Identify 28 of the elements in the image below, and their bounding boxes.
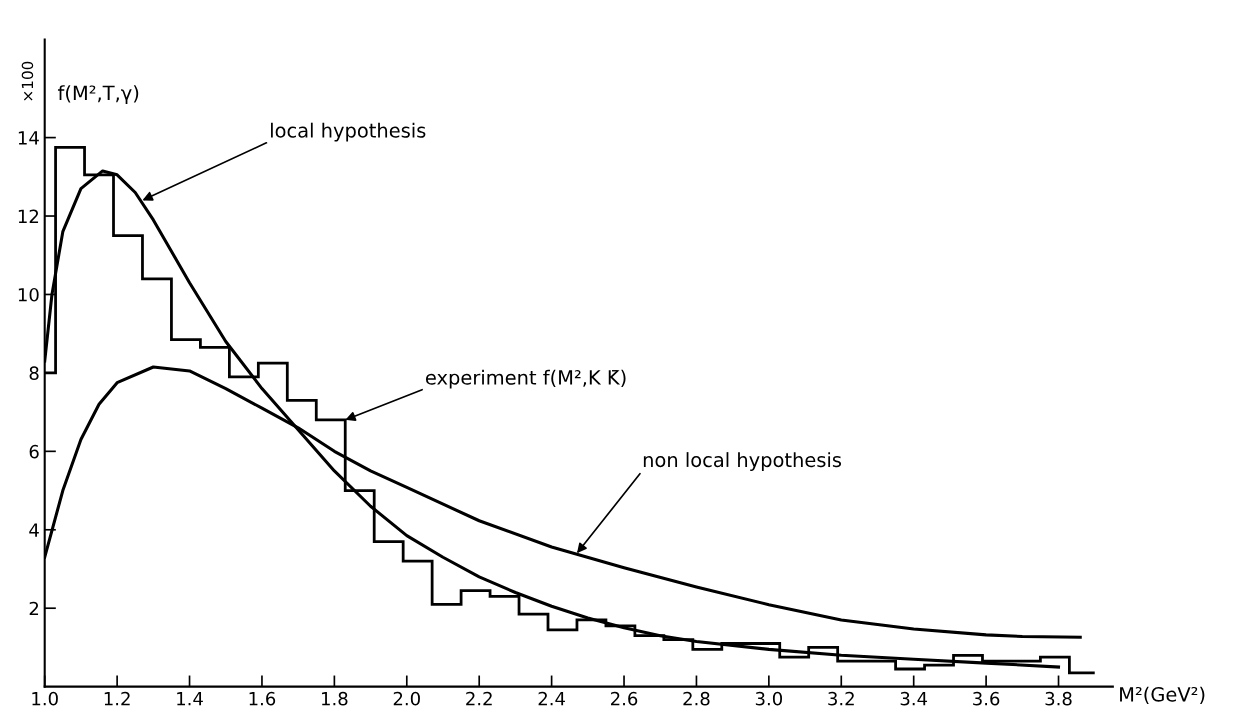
y-axis-title: f(M²,T,γ) — [57, 85, 139, 104]
annotation: experiment f(M²,K K̄) — [425, 369, 626, 389]
x-tick-label: 1.6 — [249, 691, 276, 706]
y-tick-label: 8 — [29, 366, 39, 381]
y-tick-label: 10 — [18, 287, 39, 302]
x-tick-label: 3.6 — [973, 691, 1000, 706]
annotation: local hypothesis — [271, 122, 426, 142]
x-tick-label: 3.2 — [828, 691, 854, 706]
x-tick-label: 1.8 — [322, 691, 348, 706]
x-tick-label: 2.8 — [683, 691, 710, 706]
x-tick-label: 3.4 — [900, 691, 928, 706]
x-tick-label: 2.4 — [538, 691, 565, 706]
x-tick-label: 2.6 — [611, 691, 638, 706]
x-tick-label: 1.4 — [177, 692, 203, 706]
x-tick-label: 3.0 — [755, 691, 783, 706]
x-axis-title: M²(GeV²) — [1120, 686, 1205, 704]
y-tick-label: 14 — [18, 131, 39, 145]
x-tick-label: 2.0 — [393, 691, 420, 706]
annotation: non local hypothesis — [643, 452, 842, 471]
y-tick-label: 6 — [29, 444, 39, 459]
x-tick-label: 1.2 — [104, 691, 130, 706]
x-tick-label: 1.0 — [32, 691, 58, 706]
x-tick-label: 2.2 — [466, 691, 492, 706]
y-tick-label: 2 — [29, 601, 39, 616]
x-tick-label: 3.8 — [1045, 691, 1072, 706]
y-tick-label: 4 — [29, 523, 39, 537]
y-tick-label: 12 — [18, 209, 39, 223]
text: ×100 — [21, 61, 34, 101]
